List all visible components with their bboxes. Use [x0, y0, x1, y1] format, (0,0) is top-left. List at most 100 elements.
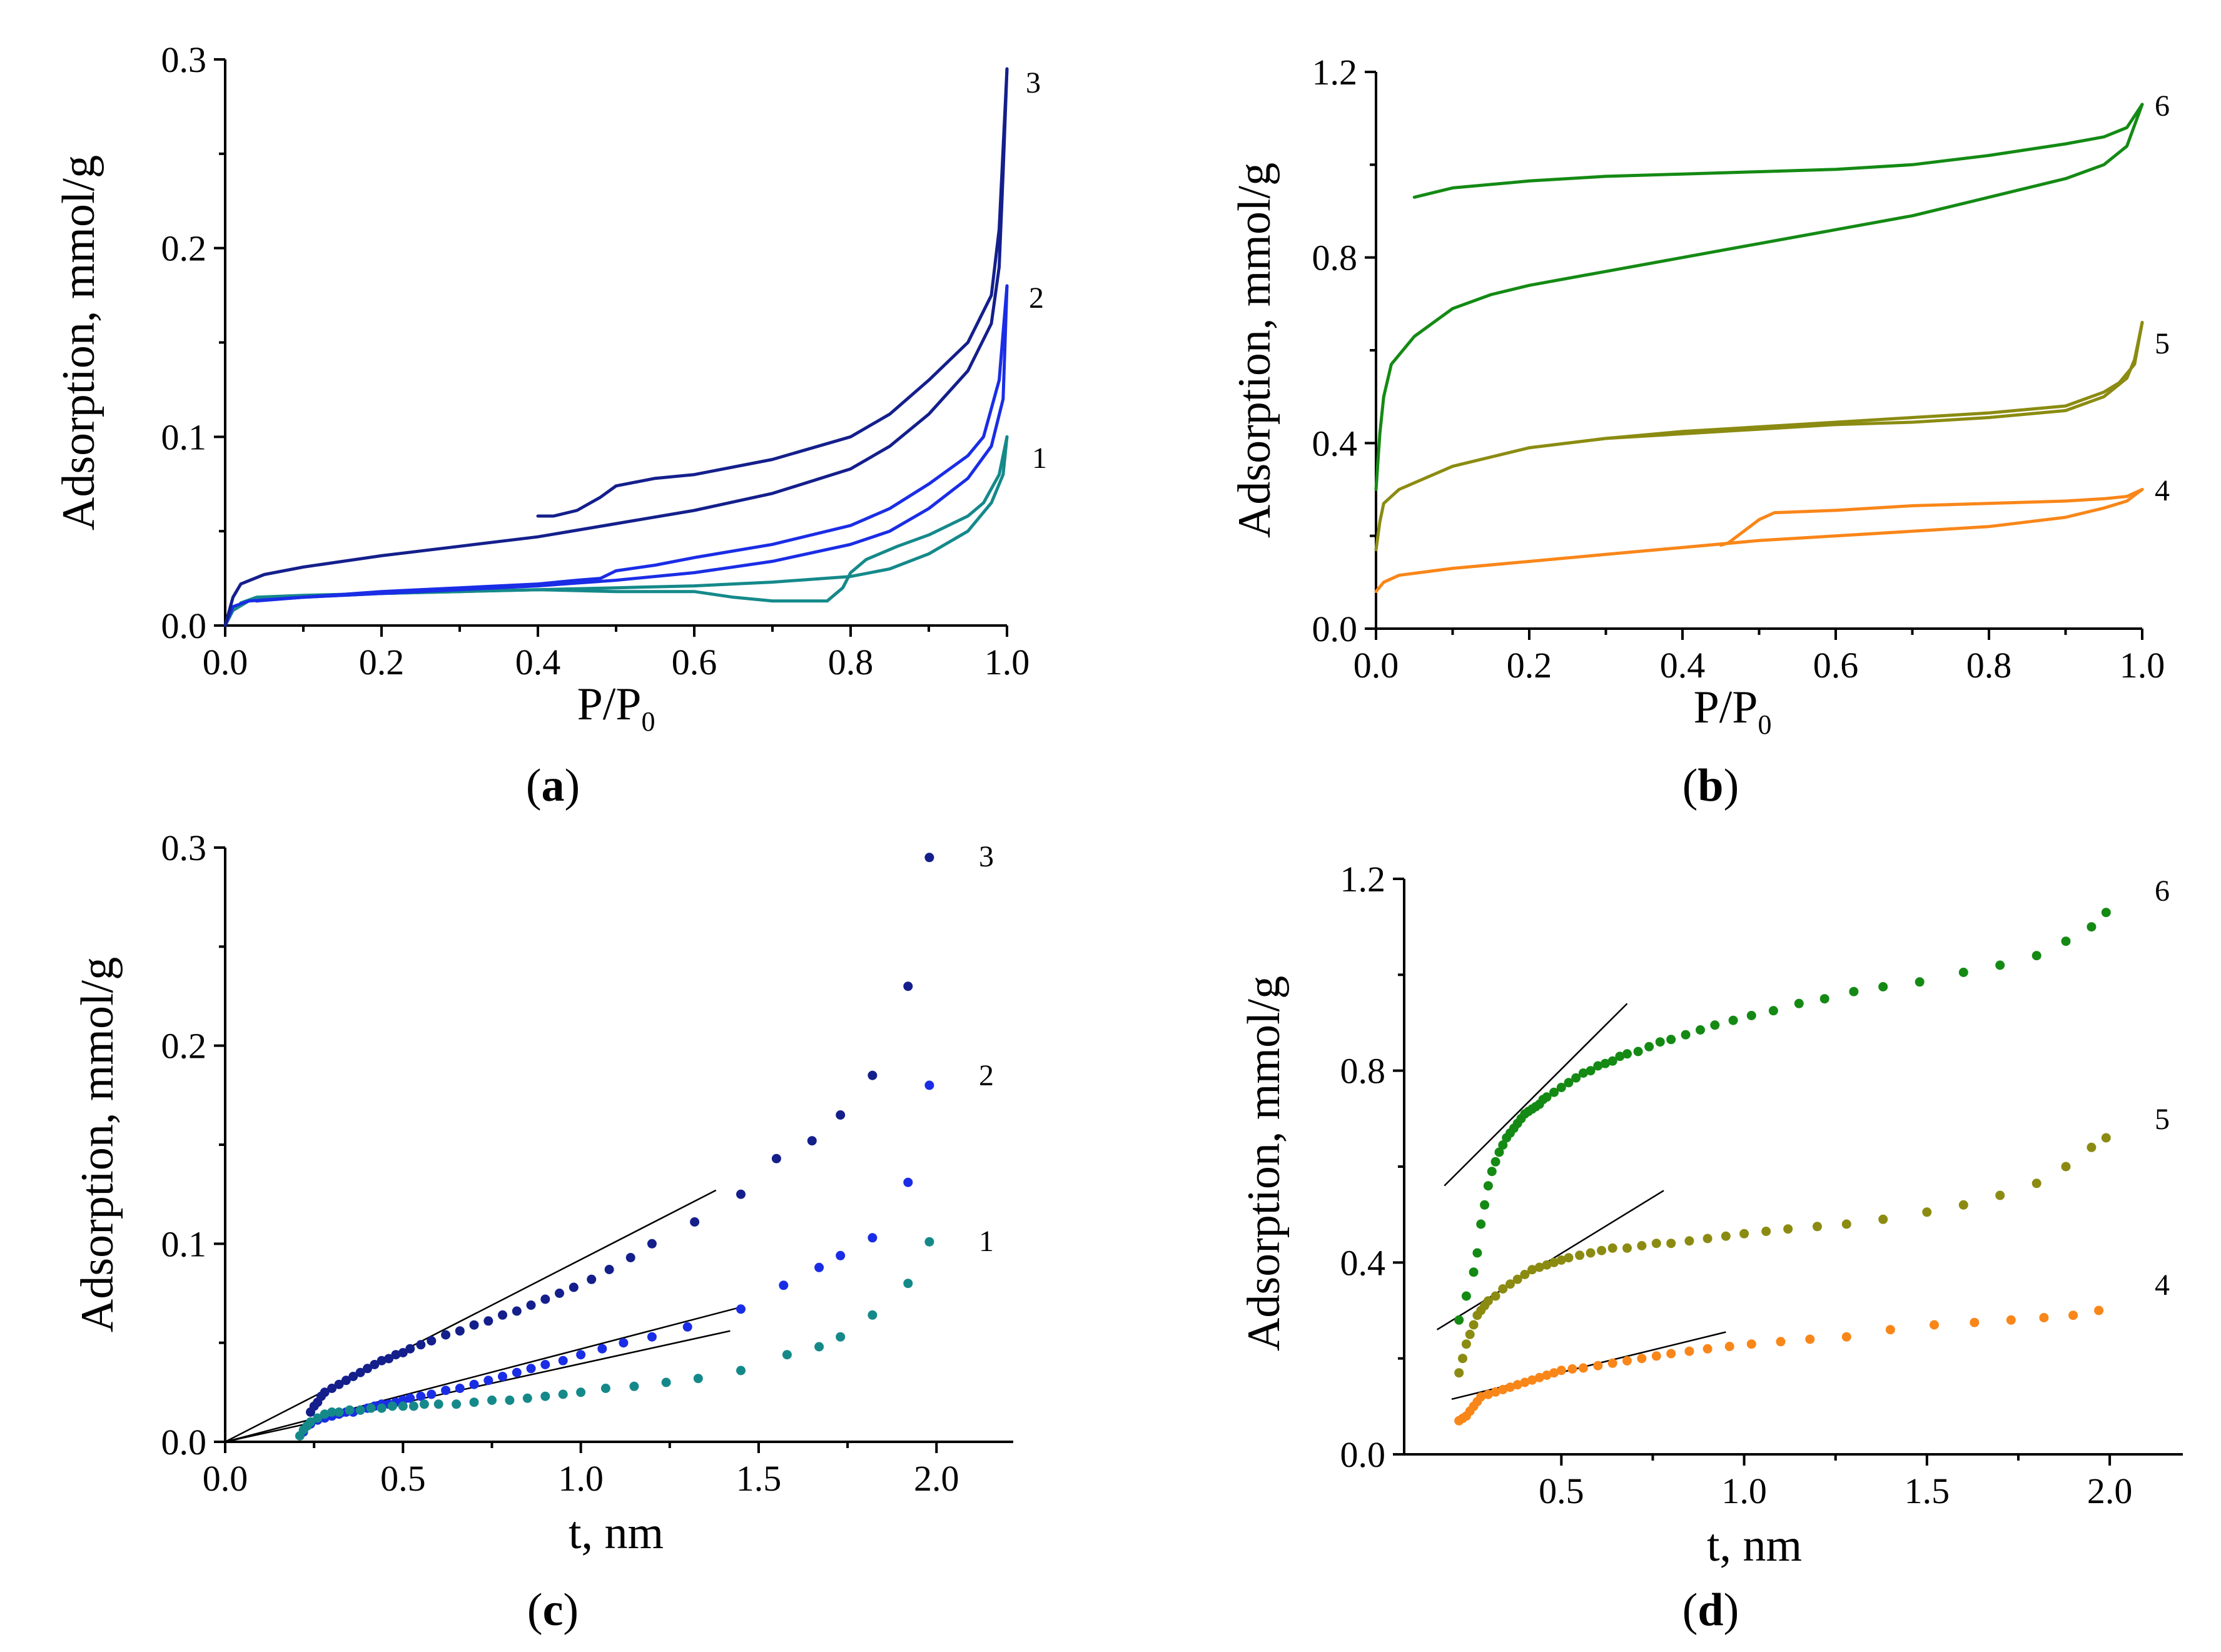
curve-label-5: 5	[2155, 1103, 2170, 1136]
series-3-point	[334, 1379, 344, 1389]
series-4-point	[1622, 1356, 1632, 1366]
series-4-point	[1512, 1380, 1522, 1390]
y-tick-label: 1.2	[1312, 52, 1358, 93]
series-5-point	[1458, 1354, 1467, 1364]
series-3-point	[903, 981, 913, 991]
curve-label-2: 2	[1029, 281, 1044, 315]
series-1-point	[366, 1403, 376, 1413]
series-4-point	[1684, 1346, 1694, 1356]
series-5-point	[1454, 1368, 1464, 1378]
series-6-point	[1586, 1066, 1596, 1076]
series-3-point	[604, 1265, 614, 1274]
series-6-point	[1498, 1140, 1508, 1150]
series-2-point	[647, 1332, 657, 1342]
series-3-point	[384, 1354, 394, 1364]
series-1-point	[387, 1401, 397, 1411]
series-3-desorption-line	[536, 67, 1009, 518]
panel-caption: (a)	[526, 760, 580, 811]
series-1-point	[736, 1366, 746, 1376]
y-tick-label: 0.2	[161, 1026, 207, 1067]
series-4-point	[1483, 1389, 1493, 1399]
series-5-point	[1995, 1190, 2005, 1200]
y-tick-label: 0.0	[161, 606, 207, 646]
series-3-point	[355, 1367, 365, 1377]
series-5-point	[1597, 1245, 1607, 1255]
series-4-point	[1805, 1334, 1815, 1344]
series-1-point	[558, 1389, 568, 1399]
series-1-point	[419, 1399, 429, 1409]
series-2-point	[836, 1250, 846, 1260]
series-5-point	[1922, 1207, 1932, 1217]
series-4-point	[1490, 1387, 1500, 1397]
series-3-point	[320, 1387, 330, 1397]
panel-caption: (b)	[1682, 760, 1739, 811]
series-4-point	[1505, 1382, 1515, 1392]
series-2-point	[526, 1364, 536, 1374]
series-6-point	[1472, 1248, 1482, 1258]
series-5-point	[1549, 1257, 1559, 1267]
series-3-adsorption-line	[223, 67, 1009, 627]
series-1-point	[345, 1405, 355, 1415]
series-3-point	[555, 1289, 564, 1298]
series-1-point	[522, 1393, 532, 1403]
series-4-point	[1970, 1317, 1980, 1327]
series-1-point	[433, 1399, 443, 1409]
series-2-point	[924, 1080, 934, 1090]
y-tick-label: 0.8	[1340, 1051, 1386, 1092]
series-6-point	[1487, 1167, 1497, 1177]
x-tick-label: 1.0	[558, 1458, 604, 1499]
series-6-point	[1483, 1181, 1493, 1191]
series-3-point	[341, 1376, 351, 1386]
series-6-point	[1622, 1049, 1632, 1059]
series-6-point	[1564, 1078, 1574, 1088]
series-5-point	[2061, 1162, 2071, 1172]
series-1-point	[320, 1409, 330, 1419]
series-1-point	[398, 1401, 408, 1411]
panel-caption: (c)	[527, 1584, 579, 1636]
series-6-point	[2061, 936, 2071, 946]
y-axis-title: Adsorption, mmol/g	[53, 155, 104, 530]
series-5-point	[1534, 1262, 1544, 1272]
series-5-point	[1958, 1200, 1968, 1210]
curve-label-6: 6	[2155, 874, 2170, 908]
series-4-point	[2006, 1315, 2016, 1325]
caption-close: )	[1724, 1584, 1739, 1636]
series-1-point	[693, 1374, 703, 1384]
x-tick-label: 0.5	[1539, 1471, 1584, 1511]
series-1-point	[334, 1407, 344, 1417]
x-axis-title-subscript: 0	[641, 706, 655, 737]
series-6-point	[1995, 960, 2005, 970]
caption-open: (	[1682, 1584, 1698, 1636]
series-5-point	[1461, 1339, 1471, 1349]
series-4-point	[1549, 1368, 1559, 1378]
curve-label-1: 1	[979, 1225, 994, 1258]
series-2-point	[498, 1372, 507, 1381]
curve-label-4: 4	[2155, 1269, 2170, 1302]
y-tick-label: 0.0	[1340, 1434, 1386, 1475]
panel-c: 0.0 0.5 1.0 1.5 2.0 0.0 0.1 0.2 0.3 t, nm Adsorpti…	[72, 828, 1013, 1636]
series-4-point	[1651, 1351, 1661, 1361]
curve-label-5: 5	[2155, 327, 2170, 360]
series-4-point	[2094, 1305, 2104, 1315]
x-tick-label: 2.0	[2087, 1471, 2133, 1511]
series-1-point	[377, 1403, 387, 1413]
series-3-point	[569, 1282, 579, 1292]
series-1-point	[469, 1397, 479, 1407]
series-2-point	[682, 1322, 692, 1332]
series-5-point	[1505, 1279, 1515, 1289]
series-1-point	[868, 1310, 878, 1320]
y-tick-label: 0.1	[161, 1224, 207, 1264]
series-2-point	[512, 1367, 522, 1377]
series-4-point	[1885, 1325, 1895, 1335]
series-4-point	[1534, 1372, 1544, 1382]
series-5-point	[1469, 1320, 1479, 1330]
caption-open: (	[527, 1584, 543, 1636]
caption-letter: a	[542, 760, 565, 811]
y-tick-label: 0.8	[1312, 238, 1358, 278]
series-3-point	[441, 1330, 451, 1340]
series-3-point	[736, 1189, 746, 1199]
series-2-point	[619, 1338, 629, 1348]
series-3-point	[363, 1364, 372, 1374]
series-4-point	[1527, 1375, 1537, 1385]
